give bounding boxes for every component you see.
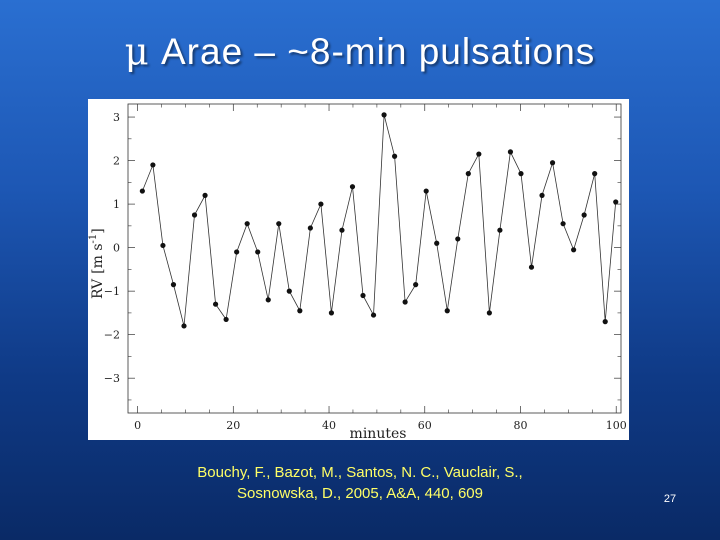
rv-data-point bbox=[602, 319, 608, 325]
slide-title-symbol: μ bbox=[124, 30, 150, 73]
rv-data-point bbox=[276, 221, 282, 227]
svg-text:RV[m s-1]: RV [m s-1] bbox=[88, 228, 106, 299]
citation-line-2: Sosnowska, D., 2005, A&A, 440, 609 bbox=[237, 485, 483, 502]
rv-data-point bbox=[160, 242, 166, 249]
rv-data-point bbox=[486, 310, 492, 316]
rv-data-point bbox=[476, 151, 482, 157]
y-tick-label: −3 bbox=[104, 372, 120, 385]
y-tick-label: −2 bbox=[104, 329, 120, 342]
rv-data-point bbox=[297, 308, 303, 314]
rv-data-point bbox=[139, 188, 145, 194]
rv-data-point bbox=[413, 282, 419, 288]
x-axis-label: minutes bbox=[350, 426, 407, 440]
rv-chart-svg: 0 20 40 60 80 100 3 2 1 0 −1 −2 −3 minutes RV [m s-1] bbox=[88, 103, 627, 440]
rv-data-point bbox=[549, 160, 556, 166]
rv-data-point bbox=[360, 292, 366, 299]
rv-data-point bbox=[307, 225, 313, 231]
x-tick-label: 0 bbox=[134, 419, 141, 432]
rv-data-point bbox=[507, 149, 514, 155]
rv-data-point bbox=[170, 282, 177, 288]
rv-data-point bbox=[444, 308, 450, 314]
rv-data-point bbox=[212, 301, 219, 307]
x-tick-label: 100 bbox=[606, 419, 627, 432]
rv-data-point bbox=[255, 249, 261, 255]
rv-data-point bbox=[518, 171, 524, 177]
rv-data-point bbox=[328, 310, 335, 316]
plot-frame bbox=[127, 103, 622, 414]
y-axis-label: RV [m s-1] bbox=[88, 228, 106, 299]
rv-data-point bbox=[423, 188, 429, 194]
rv-data-point bbox=[223, 316, 229, 323]
rv-data-point bbox=[571, 247, 577, 253]
rv-series-line bbox=[142, 114, 617, 327]
rv-data-point bbox=[455, 236, 461, 242]
rv-data-point bbox=[465, 171, 471, 177]
rv-data-point bbox=[402, 299, 408, 305]
rv-data-point bbox=[244, 221, 250, 227]
rv-data-point bbox=[202, 192, 208, 198]
slide-title: μ Arae – ~8-min pulsations bbox=[0, 30, 720, 73]
rv-data-point bbox=[339, 227, 345, 233]
rv-data-point bbox=[560, 221, 566, 227]
rv-data-point bbox=[528, 264, 535, 270]
rv-data-point bbox=[381, 112, 387, 118]
x-tick-label: 80 bbox=[513, 419, 527, 432]
rv-data-point bbox=[318, 201, 324, 207]
rv-data-point bbox=[392, 153, 398, 159]
rv-data-point bbox=[581, 212, 587, 218]
rv-data-point bbox=[265, 297, 271, 303]
y-tick-label: −1 bbox=[104, 285, 120, 298]
x-tick-label: 20 bbox=[226, 419, 240, 432]
rv-data-point bbox=[539, 192, 545, 198]
y-tick-label: 3 bbox=[113, 111, 120, 124]
page-number: 27 bbox=[663, 493, 677, 505]
citation-caption: Bouchy, F., Bazot, M., Santos, N. C., Va… bbox=[120, 462, 600, 504]
slide-title-text: Arae – ~8-min pulsations bbox=[149, 31, 596, 72]
x-tick-label: 60 bbox=[418, 419, 432, 432]
y-axis-label-main: RV bbox=[90, 278, 106, 299]
rv-data-point bbox=[613, 199, 619, 205]
citation-line-1: Bouchy, F., Bazot, M., Santos, N. C., Va… bbox=[197, 464, 523, 481]
rv-data-point bbox=[592, 171, 598, 177]
rv-data-point bbox=[434, 240, 440, 246]
y-tick-label: 1 bbox=[113, 198, 120, 211]
rv-data-point bbox=[181, 323, 187, 329]
rv-data-point bbox=[286, 288, 292, 294]
x-tick-label: 40 bbox=[322, 419, 336, 432]
rv-data-point bbox=[497, 227, 503, 233]
rv-data-point bbox=[370, 312, 377, 318]
y-axis-label-exp: -1 bbox=[88, 234, 99, 244]
y-axis-label-units: [m s bbox=[90, 243, 106, 273]
rv-data-point bbox=[349, 184, 356, 190]
y-tick-label: 2 bbox=[113, 155, 120, 168]
rv-chart: 0 20 40 60 80 100 3 2 1 0 −1 −2 −3 minutes RV [m s-1] bbox=[88, 99, 629, 440]
y-tick-label: 0 bbox=[113, 242, 120, 255]
rv-data-point bbox=[191, 212, 198, 218]
rv-data-point bbox=[234, 249, 240, 255]
rv-data-point bbox=[150, 162, 156, 168]
y-axis-label-close: ] bbox=[90, 228, 106, 233]
